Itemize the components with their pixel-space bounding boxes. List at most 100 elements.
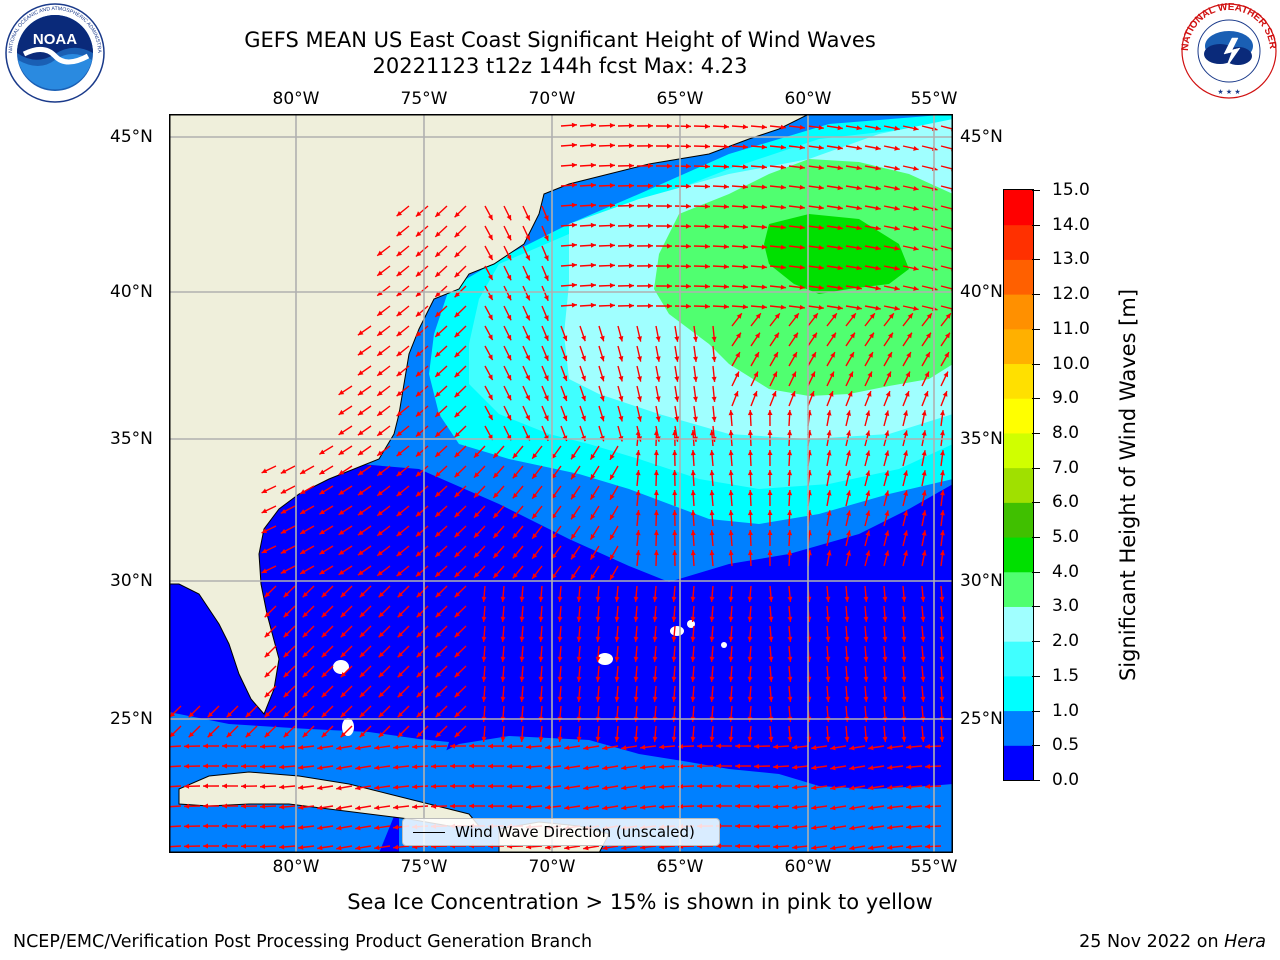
- wave-vector-head: [545, 764, 551, 770]
- wave-vector-head: [454, 732, 460, 738]
- wave-vector-head: [747, 410, 753, 416]
- wave-vector-head: [454, 632, 460, 638]
- wave-vector-head: [571, 222, 577, 228]
- wave-vector-head: [875, 145, 881, 151]
- wave-vector-head: [875, 125, 881, 131]
- wave-vector-head: [488, 803, 493, 809]
- wave-vector-head: [571, 533, 576, 540]
- wave-vector-head: [590, 262, 596, 268]
- wave-vector-head: [412, 784, 418, 790]
- wave-vector-head: [576, 656, 582, 662]
- wave-vector-head: [728, 636, 734, 642]
- wave-vector-head: [609, 163, 615, 168]
- wave-vector-head: [319, 529, 325, 535]
- wave-vector-head: [787, 676, 793, 682]
- wave-vector-head: [595, 676, 601, 682]
- wave-vector-shaft: [940, 225, 953, 230]
- wave-vector-head: [913, 306, 919, 311]
- colorbar-tick: [1032, 363, 1040, 365]
- wave-vector-head: [887, 744, 893, 750]
- wave-vector-head: [747, 470, 753, 476]
- wave-vector-head: [633, 616, 639, 622]
- wave-vector-head: [887, 844, 893, 850]
- colorbar-segment: [1004, 190, 1033, 226]
- wave-vector-head: [602, 745, 608, 751]
- wave-vector-head: [811, 745, 817, 751]
- wave-vector-head: [926, 313, 932, 319]
- wave-vector-head: [653, 490, 659, 496]
- wave-vector-head: [633, 696, 639, 702]
- wave-vector-head: [865, 510, 871, 516]
- wave-vector-head: [280, 568, 287, 574]
- wave-vector-head: [338, 409, 345, 415]
- wave-vector-head: [321, 672, 327, 678]
- wave-vector-head: [397, 672, 403, 678]
- wave-vector-head: [264, 592, 270, 598]
- wave-vector-head: [488, 743, 493, 749]
- wave-vector-head: [538, 596, 544, 602]
- wave-vector-head: [397, 592, 403, 598]
- wave-vector-head: [357, 570, 364, 576]
- wave-vector-head: [882, 676, 888, 682]
- wave-vector-head: [925, 744, 931, 749]
- colorbar-tick-label: 8.0: [1052, 422, 1080, 443]
- wave-vector-head: [780, 144, 786, 150]
- wave-vector-head: [481, 616, 487, 622]
- wave-vector-head: [742, 204, 748, 210]
- wave-vector-head: [336, 785, 342, 791]
- wave-vector-head: [667, 243, 672, 249]
- wave-vector-head: [377, 410, 383, 416]
- wave-vector-head: [203, 743, 208, 749]
- wave-vector-head: [761, 284, 767, 290]
- wave-vector-head: [583, 745, 589, 751]
- north-america-land: [169, 114, 810, 715]
- wave-vector-head: [761, 244, 767, 250]
- wave-vector-head: [435, 391, 441, 397]
- nws-stars: ★ ★ ★: [1217, 88, 1240, 96]
- lon-label-top: 80°W: [272, 89, 320, 109]
- wave-vector-head: [454, 332, 460, 338]
- wave-vector-head: [945, 332, 950, 339]
- wave-vector-head: [302, 692, 308, 698]
- wave-vector-head: [736, 332, 741, 339]
- wave-vector-head: [875, 285, 881, 291]
- wave-vector-head: [906, 804, 912, 810]
- wave-vector-head: [728, 510, 734, 516]
- wave-vector-head: [302, 672, 308, 678]
- wave-vector-head: [837, 205, 843, 211]
- wave-vector-head: [754, 783, 760, 789]
- colorbar-segment: [1004, 432, 1033, 469]
- wave-vector-head: [653, 510, 659, 516]
- wave-vector-head: [884, 490, 890, 496]
- wave-vector-head: [595, 736, 601, 742]
- wave-vector-head: [359, 692, 365, 698]
- wave-vector-head: [374, 745, 380, 751]
- wave-vector-head: [203, 803, 208, 809]
- island: [687, 620, 695, 628]
- wave-vector-head: [393, 844, 399, 850]
- colorbar-tick-label: 1.5: [1052, 665, 1080, 686]
- wave-vector-head: [920, 596, 926, 602]
- lon-label-bottom: 55°W: [910, 857, 958, 877]
- wave-vector-head: [526, 804, 532, 810]
- wave-vector-head: [397, 652, 403, 658]
- wave-vector-head: [581, 395, 586, 402]
- wave-vector-head: [825, 656, 831, 662]
- wave-vector-head: [260, 764, 266, 769]
- wave-vector-head: [709, 616, 715, 622]
- wave-vector-head: [652, 676, 658, 682]
- wave-vector-head: [761, 304, 767, 310]
- wave-vector-head: [863, 696, 869, 702]
- wave-vector-head: [810, 371, 815, 378]
- wave-vector-head: [338, 569, 345, 575]
- wave-vector-head: [393, 804, 399, 810]
- wave-vector-head: [913, 166, 919, 171]
- wave-vector-head: [393, 744, 399, 750]
- wave-direction-vectors: [169, 122, 953, 851]
- wave-vector-head: [581, 415, 586, 422]
- wave-vector-head: [562, 335, 568, 341]
- wave-vector-head: [377, 370, 383, 376]
- wave-vector-head: [659, 744, 665, 750]
- wave-vector-head: [747, 656, 753, 662]
- wave-vector-head: [415, 511, 422, 517]
